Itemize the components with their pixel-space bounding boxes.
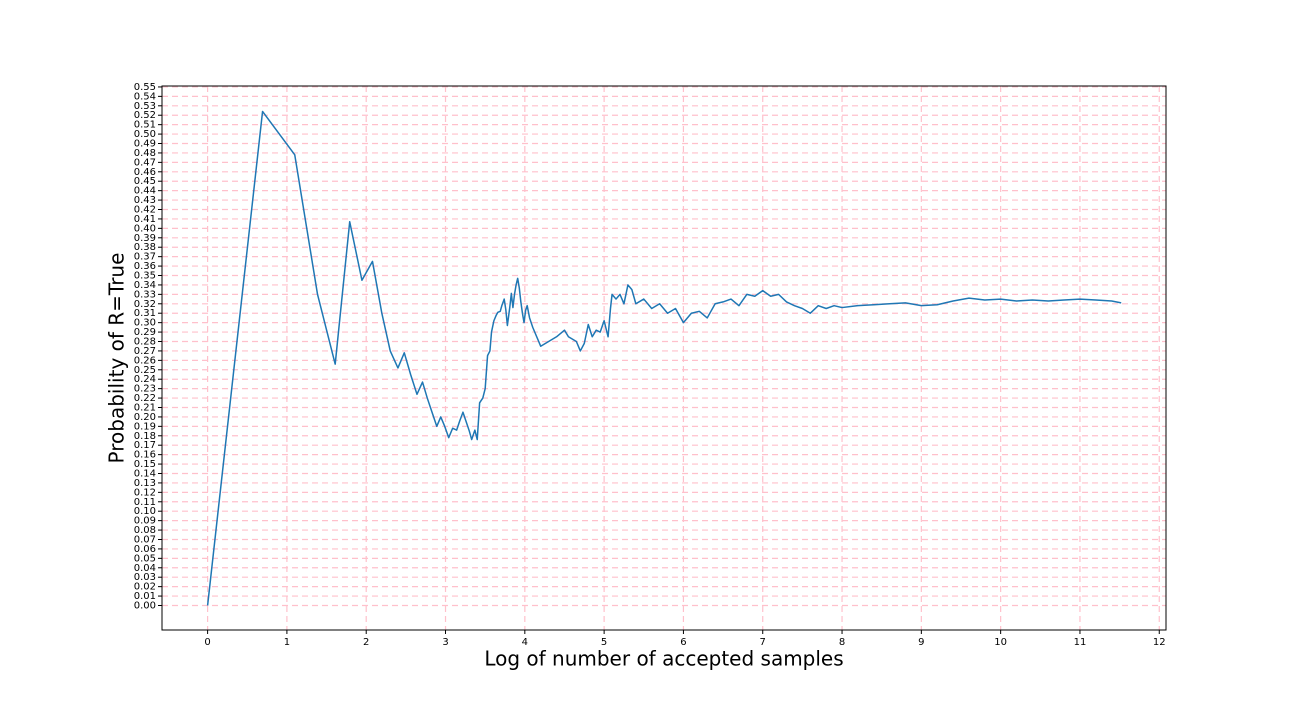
x-tick-label: 3 [442, 637, 448, 648]
y-tick-label: 0.54 [134, 91, 156, 102]
y-tick-label: 0.22 [134, 393, 156, 404]
y-tick-label: 0.16 [134, 450, 156, 461]
data-line [206, 110, 1122, 606]
y-tick-label: 0.47 [134, 157, 156, 168]
x-tick-label: 6 [680, 637, 686, 648]
x-axis-label: Log of number of accepted samples [484, 647, 843, 671]
y-tick-label: 0.00 [134, 600, 156, 611]
y-tick-label: 0.25 [134, 365, 156, 376]
y-tick-label: 0.46 [134, 167, 156, 178]
y-tick-label: 0.18 [134, 431, 156, 442]
y-tick-label: 0.20 [134, 412, 156, 423]
y-axis-label: Probability of R=True [105, 253, 129, 464]
y-tick-label: 0.32 [134, 299, 156, 310]
y-tick-label: 0.01 [134, 591, 156, 602]
y-tick-label: 0.21 [134, 402, 156, 413]
y-tick-label: 0.19 [134, 421, 156, 432]
y-tick-label: 0.10 [134, 506, 156, 517]
y-tick-label: 0.39 [134, 233, 156, 244]
y-tick-label: 0.31 [134, 308, 156, 319]
y-tick-label: 0.49 [134, 139, 156, 150]
y-tick-label: 0.11 [134, 497, 156, 508]
y-tick-label: 0.07 [134, 534, 156, 545]
y-tick-label: 0.35 [134, 271, 156, 282]
y-tick-label: 0.24 [134, 374, 156, 385]
y-tick-label: 0.34 [134, 280, 156, 291]
y-tick-label: 0.05 [134, 553, 156, 564]
y-tick-label: 0.14 [134, 468, 156, 479]
x-tick-label: 4 [522, 637, 528, 648]
y-tick-label: 0.41 [134, 214, 156, 225]
y-tick-label: 0.06 [134, 544, 156, 555]
plot-frame [161, 85, 1167, 631]
y-tick-label: 0.12 [134, 487, 156, 498]
x-tick-label: 8 [839, 637, 845, 648]
y-tick-label: 0.55 [134, 82, 156, 93]
x-tick-label: 10 [994, 637, 1007, 648]
y-tick-label: 0.45 [134, 176, 156, 187]
y-tick-label: 0.53 [134, 101, 156, 112]
y-tick-label: 0.43 [134, 195, 156, 206]
x-tick-label: 11 [1074, 637, 1087, 648]
y-tick-label: 0.03 [134, 572, 156, 583]
y-tick-label: 0.30 [134, 318, 156, 329]
y-tick-label: 0.27 [134, 346, 156, 357]
y-tick-label: 0.50 [134, 129, 156, 140]
y-tick-label: 0.09 [134, 516, 156, 527]
y-tick-label: 0.37 [134, 252, 156, 263]
y-tick-label: 0.26 [134, 355, 156, 366]
x-tick-label: 1 [284, 637, 290, 648]
y-tick-label: 0.08 [134, 525, 156, 536]
x-tick-label: 0 [204, 637, 210, 648]
x-tick-label: 7 [760, 637, 766, 648]
x-tick-label: 2 [363, 637, 369, 648]
y-tick-label: 0.17 [134, 440, 156, 451]
y-tick-label: 0.38 [134, 242, 156, 253]
y-tick-label: 0.23 [134, 384, 156, 395]
y-tick-label: 0.02 [134, 582, 156, 593]
x-tick-label: 5 [601, 637, 607, 648]
y-tick-label: 0.44 [134, 186, 156, 197]
y-tick-label: 0.52 [134, 110, 156, 121]
y-tick-label: 0.36 [134, 261, 156, 272]
y-tick-label: 0.48 [134, 148, 156, 159]
x-tick-label: 12 [1153, 637, 1166, 648]
y-tick-label: 0.51 [134, 120, 156, 131]
y-tick-label: 0.28 [134, 337, 156, 348]
y-tick-label: 0.33 [134, 289, 156, 300]
y-tick-label: 0.13 [134, 478, 156, 489]
y-tick-label: 0.29 [134, 327, 156, 338]
y-tick-label: 0.15 [134, 459, 156, 470]
y-tick-label: 0.42 [134, 205, 156, 216]
y-tick-label: 0.40 [134, 223, 156, 234]
y-tick-label: 0.04 [134, 563, 156, 574]
x-tick-label: 9 [918, 637, 924, 648]
